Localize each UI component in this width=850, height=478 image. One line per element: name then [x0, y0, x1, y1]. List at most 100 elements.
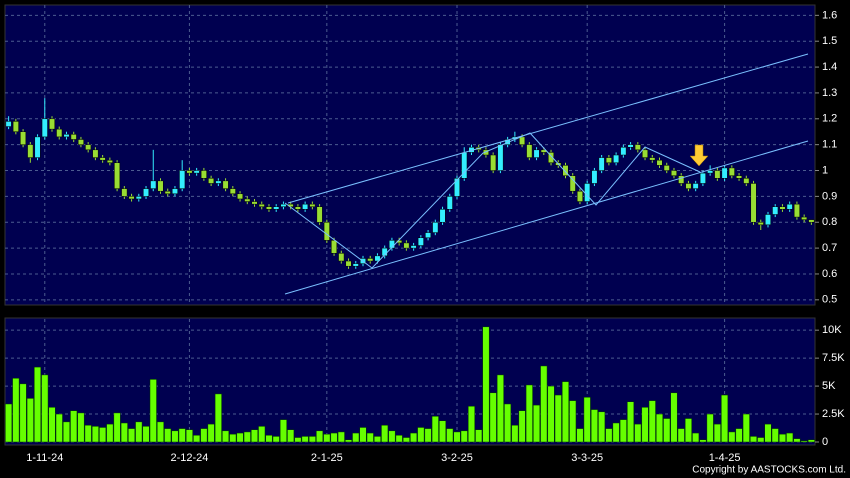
- volume-bar: [236, 432, 244, 443]
- volume-bar: [120, 422, 128, 443]
- volume-bar: [345, 439, 353, 443]
- volume-bar: [287, 429, 295, 443]
- candle-body: [692, 183, 699, 189]
- candle-body: [106, 159, 113, 164]
- volume-bar: [728, 431, 736, 443]
- candle-body: [425, 232, 432, 239]
- volume-bar: [84, 424, 92, 443]
- volume-bar: [721, 394, 729, 443]
- candle-body: [750, 183, 757, 223]
- candle-body: [5, 121, 12, 127]
- volume-bar: [699, 439, 707, 443]
- volume-bar: [547, 385, 555, 443]
- candle-body: [92, 149, 99, 158]
- candle-body: [721, 167, 728, 179]
- candle-body: [533, 149, 540, 158]
- volume-bar: [359, 427, 367, 443]
- candle-body: [143, 188, 150, 197]
- volume-bar: [590, 409, 598, 443]
- volume-bar: [605, 428, 613, 443]
- candle-body: [417, 237, 424, 246]
- candle-body: [331, 240, 338, 254]
- candle-body: [121, 188, 128, 197]
- volume-bar: [229, 433, 237, 443]
- candle-body: [27, 144, 34, 158]
- volume-bar: [431, 416, 439, 443]
- zigzag-line: [284, 132, 701, 269]
- candle-body: [446, 196, 453, 210]
- volume-bar: [713, 423, 721, 443]
- marks-layer: [5, 98, 815, 443]
- volume-bar: [706, 413, 714, 443]
- volume-bar: [91, 426, 99, 443]
- candle-body: [598, 157, 605, 171]
- price-panel: [4, 4, 816, 306]
- candle-body: [157, 180, 164, 192]
- candle-body: [519, 136, 526, 145]
- volume-bar: [388, 430, 396, 443]
- candle-body: [164, 190, 171, 195]
- candle-body: [280, 203, 287, 207]
- candle-body: [656, 159, 663, 166]
- candle-body: [374, 255, 381, 262]
- volume-bar: [142, 426, 150, 443]
- volume-bar: [692, 432, 700, 443]
- volume-bar: [207, 423, 215, 443]
- candle-body: [352, 263, 359, 267]
- candle-body: [801, 216, 808, 220]
- volume-bar: [453, 431, 461, 443]
- volume-bar: [807, 439, 815, 443]
- candle-body: [793, 203, 800, 218]
- candle-body: [215, 180, 222, 184]
- volume-bar: [800, 440, 808, 443]
- candle-body: [135, 196, 142, 200]
- candle-body: [670, 170, 677, 176]
- volume-bar: [178, 428, 186, 443]
- volume-bar: [612, 422, 620, 443]
- volume-bar: [251, 429, 259, 443]
- volume-bar: [554, 394, 562, 443]
- volume-bar: [489, 392, 497, 443]
- volume-bar: [373, 436, 381, 443]
- volume-bar: [417, 427, 425, 443]
- volume-bar: [771, 428, 779, 443]
- volume-bar: [627, 401, 635, 443]
- volume-bar: [540, 365, 548, 443]
- candle-body: [345, 260, 352, 267]
- volume-bar: [569, 400, 577, 443]
- candle-body: [454, 178, 461, 197]
- volume-bar: [106, 423, 114, 443]
- volume-bar: [149, 379, 157, 443]
- volume-bar: [467, 405, 475, 443]
- y-tick-label: 1.6: [822, 9, 837, 21]
- candle-body: [316, 206, 323, 223]
- candle-body: [576, 190, 583, 202]
- x-tick-label: 3-2-25: [441, 452, 473, 464]
- volume-bar: [533, 404, 541, 443]
- candle-body: [244, 198, 251, 202]
- y-tick-label: 1.3: [822, 87, 837, 99]
- volume-bar: [583, 397, 591, 443]
- candle-body: [620, 146, 627, 156]
- volume-bar: [641, 407, 649, 443]
- volume-bar: [214, 393, 222, 443]
- candle-body: [685, 183, 692, 189]
- candle-body: [12, 121, 19, 132]
- candle-body: [728, 167, 735, 176]
- volume-bar: [619, 419, 627, 443]
- candle-body: [41, 118, 48, 138]
- volume-bar: [496, 374, 504, 443]
- volume-bar: [786, 432, 794, 443]
- y-tick-label: 0: [822, 436, 828, 448]
- volume-bar: [316, 430, 324, 443]
- y-tick-label: 10K: [822, 324, 842, 336]
- candle-body: [613, 154, 620, 164]
- candle-body: [251, 201, 258, 205]
- x-tick-label: 1-11-24: [26, 452, 63, 464]
- volume-bar: [19, 383, 27, 443]
- volume-bar: [778, 433, 786, 443]
- volume-bar: [258, 426, 266, 443]
- volume-bar: [656, 413, 664, 443]
- volume-bar: [156, 421, 164, 443]
